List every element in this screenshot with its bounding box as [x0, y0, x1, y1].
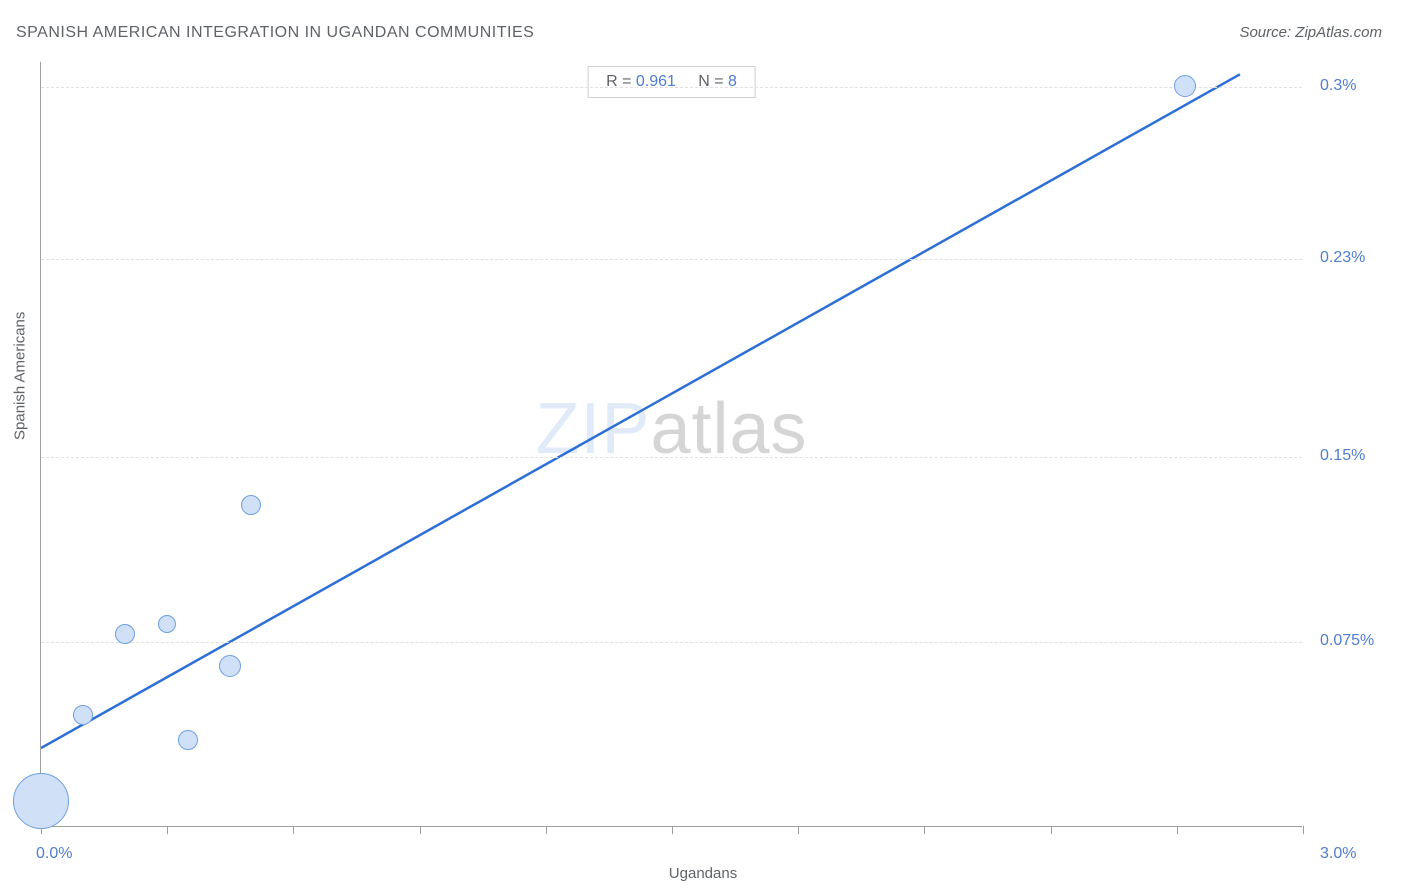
x-tick — [924, 826, 925, 834]
y-tick-label: 0.15% — [1320, 447, 1365, 465]
data-point[interactable] — [178, 730, 198, 750]
x-tick — [546, 826, 547, 834]
chart-title: SPANISH AMERICAN INTEGRATION IN UGANDAN … — [16, 24, 534, 42]
data-point[interactable] — [73, 705, 93, 725]
source-attribution: Source: ZipAtlas.com — [1239, 24, 1382, 41]
x-max-label: 3.0% — [1320, 845, 1356, 863]
y-tick-label: 0.3% — [1320, 77, 1356, 95]
x-tick — [420, 826, 421, 834]
data-point[interactable] — [158, 615, 176, 633]
data-point[interactable] — [115, 624, 135, 644]
data-point[interactable] — [241, 495, 261, 515]
plot-area: ZIPatlas R = 0.961 N = 8 — [40, 62, 1302, 827]
x-tick — [672, 826, 673, 834]
data-point[interactable] — [13, 773, 69, 829]
grid-line — [41, 457, 1302, 458]
x-tick — [1051, 826, 1052, 834]
x-tick — [798, 826, 799, 834]
y-tick-label: 0.075% — [1320, 632, 1374, 650]
x-tick — [1303, 826, 1304, 834]
y-axis-title: Spanish Americans — [12, 312, 29, 440]
y-tick-label: 0.23% — [1320, 249, 1365, 267]
x-tick — [1177, 826, 1178, 834]
data-point[interactable] — [1174, 75, 1196, 97]
grid-line — [41, 259, 1302, 260]
stats-box: R = 0.961 N = 8 — [587, 66, 756, 98]
x-axis-title: Ugandans — [669, 865, 737, 882]
x-tick — [293, 826, 294, 834]
x-tick — [167, 826, 168, 834]
grid-line — [41, 642, 1302, 643]
trend-line-svg — [41, 62, 1302, 826]
x-min-label: 0.0% — [36, 845, 72, 863]
grid-line — [41, 87, 1302, 88]
data-point[interactable] — [219, 655, 241, 677]
